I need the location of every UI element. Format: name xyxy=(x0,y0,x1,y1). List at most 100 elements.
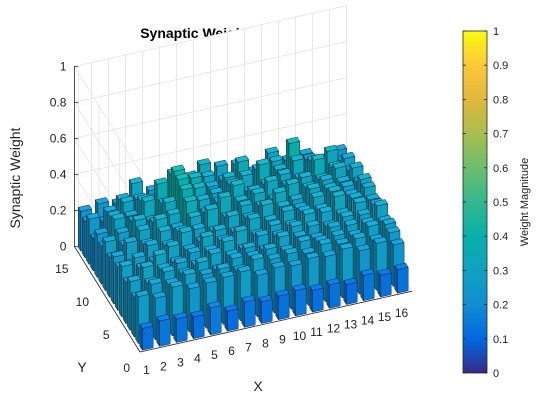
bar-side-face xyxy=(292,286,296,317)
z-tick-mark xyxy=(74,246,79,248)
bar xyxy=(275,289,290,320)
z-tick-label: 0.2 xyxy=(50,203,67,217)
bar-side-face xyxy=(241,297,245,328)
bar xyxy=(394,262,409,294)
y-tick-label: 0 xyxy=(123,361,130,375)
bar-front-face xyxy=(159,318,171,347)
x-tick-labels: 1 2 3 4 5 6 7 8 9 10 11 12 13 14 15 16 xyxy=(143,306,408,377)
bar xyxy=(309,283,324,313)
bar-front-face xyxy=(380,272,392,298)
bar-side-face xyxy=(94,229,98,278)
z-tick-label: 0.6 xyxy=(50,131,67,145)
y-tick-labels: 0 5 10 15 xyxy=(55,262,130,375)
bar-side-face xyxy=(106,253,110,298)
bar-side-face xyxy=(207,303,211,336)
x-tick-label: 2 xyxy=(160,359,167,373)
bar-front-face xyxy=(227,308,239,332)
y-axis-label: Y xyxy=(77,359,87,375)
bar-side-face xyxy=(394,265,398,294)
colorbar-tick-label: 0.2 xyxy=(493,300,508,312)
bar-side-face xyxy=(131,292,135,338)
z-tick-label: 0.4 xyxy=(50,167,67,181)
x-tick-label: 12 xyxy=(327,321,341,335)
bar xyxy=(156,314,171,347)
bar-side-face xyxy=(82,217,86,258)
colorbar-tick-label: 0.7 xyxy=(493,129,508,141)
x-tick-label: 8 xyxy=(262,337,269,351)
z-tick-label: 0.8 xyxy=(50,95,67,109)
bar-front-face xyxy=(346,282,358,305)
bar-side-face xyxy=(127,277,131,331)
bar-side-face xyxy=(326,280,330,309)
bar-front-face xyxy=(142,325,154,351)
bar-front-face xyxy=(312,287,324,313)
x-tick-label: 7 xyxy=(245,340,252,354)
colorbar xyxy=(462,30,488,374)
bar-side-face xyxy=(139,324,143,351)
bar xyxy=(224,304,239,332)
x-axis-line xyxy=(139,290,413,353)
bar-side-face xyxy=(102,237,106,291)
colorbar-tick-label: 0.8 xyxy=(493,94,508,106)
bar-side-face xyxy=(343,280,347,305)
bar-front-face xyxy=(329,282,341,309)
bar-side-face xyxy=(173,314,177,343)
bar xyxy=(258,295,273,324)
z-tick-mark xyxy=(74,66,79,68)
colorbar-tick-label: 1 xyxy=(493,26,499,38)
z-tick-mark xyxy=(74,174,79,176)
colorbar-tick-label: 0.3 xyxy=(493,265,508,277)
z-tick-label: 0 xyxy=(60,239,67,253)
colorbar-tick-label: 0.5 xyxy=(493,197,508,209)
bar-side-face xyxy=(118,262,123,318)
x-tick-label: 5 xyxy=(211,348,218,362)
bar-front-face xyxy=(278,293,290,320)
colorbar-tick-label: 0.4 xyxy=(493,231,508,243)
colorbar-label: Weight Magnitude xyxy=(519,158,531,246)
x-axis-label: X xyxy=(253,378,263,394)
bar-side-face xyxy=(190,312,194,339)
bar-side-face xyxy=(156,316,160,347)
x-tick-label: 11 xyxy=(310,325,323,339)
z-axis-label: Synaptic Weight xyxy=(7,127,23,228)
bar-front-face xyxy=(210,305,222,336)
bar-side-face xyxy=(309,286,313,313)
bar-side-face xyxy=(258,297,262,324)
bar-side-face xyxy=(275,291,279,320)
x-tick-label: 10 xyxy=(293,329,307,343)
z-tick-label: 1 xyxy=(60,59,67,73)
x-tick-label: 15 xyxy=(378,310,392,324)
bar-front-face xyxy=(193,314,205,339)
z-tick-mark xyxy=(74,138,79,140)
bar-group xyxy=(77,136,409,351)
x-tick-label: 6 xyxy=(228,344,235,358)
bar-side-face xyxy=(360,271,364,301)
bar xyxy=(190,310,205,339)
colorbar-tick-label: 0 xyxy=(493,368,499,380)
y-tick-label: 5 xyxy=(103,328,110,342)
x-tick-label: 3 xyxy=(177,356,184,370)
bar-side-face xyxy=(377,270,381,298)
bar-front-face xyxy=(363,272,375,301)
bar-side-face xyxy=(135,292,139,344)
bar-side-face xyxy=(86,214,90,265)
x-tick-label: 13 xyxy=(344,318,358,332)
bar xyxy=(173,312,188,343)
bar xyxy=(360,268,375,301)
bar xyxy=(326,278,341,309)
bar xyxy=(241,295,256,328)
bar xyxy=(343,277,358,305)
bar-front-face xyxy=(244,299,256,328)
x-tick-label: 16 xyxy=(395,306,409,320)
colorbar-tick-label: 0.6 xyxy=(493,163,508,175)
x-tick-label: 1 xyxy=(143,363,150,377)
colorbar-tick-label: 0.9 xyxy=(493,60,508,72)
z-tick-mark xyxy=(74,210,79,212)
bar-side-face xyxy=(237,267,241,321)
bar-side-face xyxy=(114,262,118,311)
y-tick-label: 10 xyxy=(76,295,90,309)
y-axis-line xyxy=(74,246,141,353)
axes-front-edges xyxy=(74,66,413,353)
bar-side-face xyxy=(98,241,102,285)
